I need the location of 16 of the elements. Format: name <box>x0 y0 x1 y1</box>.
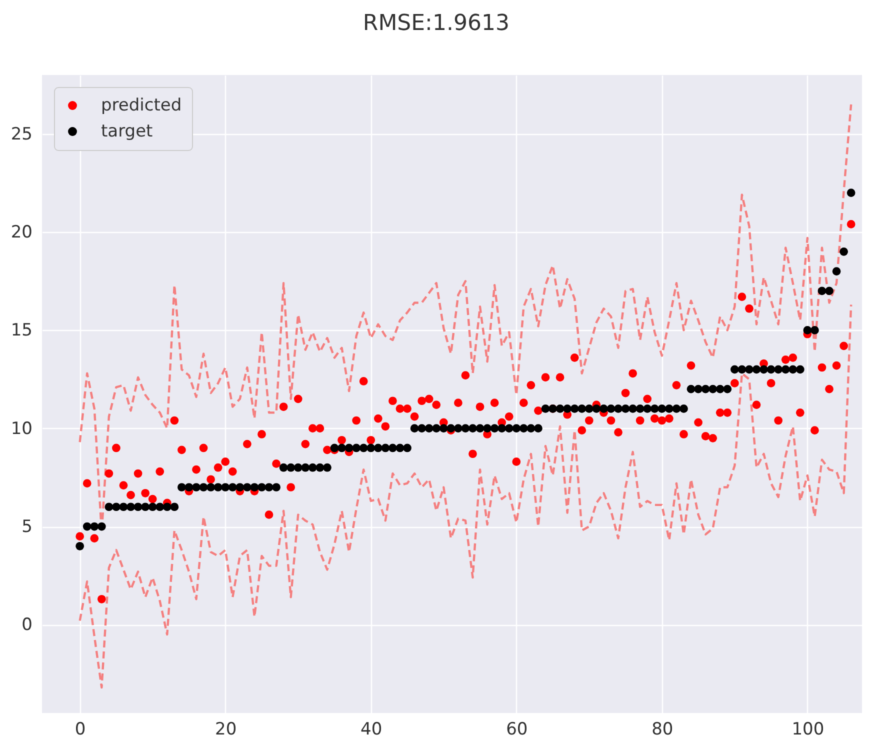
x-tick-label: 0 <box>74 720 86 740</box>
line-series <box>78 304 852 689</box>
x-tick-label: 20 <box>215 720 237 740</box>
chart-title: RMSE:1.9613 <box>362 11 510 36</box>
legend-label: predicted <box>101 96 182 116</box>
x-tick-label: 60 <box>506 720 528 740</box>
y-tick-label: 0 <box>22 615 32 636</box>
y-tick-label: 5 <box>22 517 32 538</box>
y-tick-label: 10 <box>10 418 32 439</box>
y-tick-label: 25 <box>10 124 32 144</box>
x-tick-label: 100 <box>792 720 824 740</box>
x-tick-label: 40 <box>360 720 382 740</box>
x-tick-label: 80 <box>652 720 674 740</box>
y-tick-label: 20 <box>10 222 32 243</box>
legend-label: target <box>101 122 154 142</box>
y-tick-label: 15 <box>10 320 32 341</box>
